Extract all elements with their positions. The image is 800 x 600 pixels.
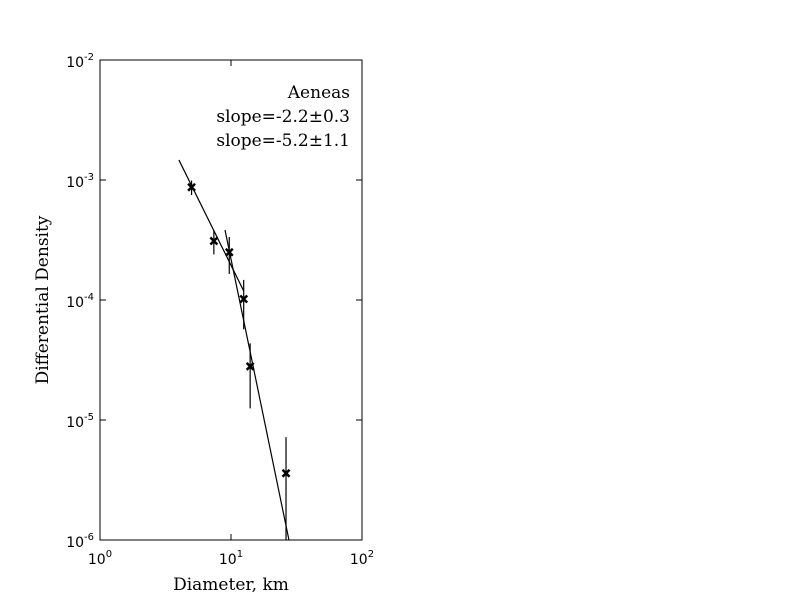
- tick-label: 10-6: [66, 532, 94, 551]
- tick-label: 10-2: [66, 52, 94, 71]
- annotation: slope=-5.2±1.1: [216, 131, 350, 151]
- axes-frame: [99, 59, 363, 541]
- tick-label: 102: [350, 549, 374, 568]
- data-layer: [178, 159, 291, 540]
- annotation: slope=-2.2±0.3: [216, 107, 350, 127]
- tick-label: 10-3: [66, 172, 94, 191]
- marker: [281, 468, 291, 478]
- tick-label: 10-5: [66, 412, 94, 431]
- marker: [245, 361, 255, 371]
- marker: [209, 236, 219, 246]
- fit-line: [224, 229, 290, 540]
- y-axis-label: Differential Density: [33, 215, 53, 384]
- tick-label: 10-4: [66, 292, 94, 311]
- marker: [239, 294, 249, 304]
- tick-label: 101: [219, 549, 243, 568]
- x-axis-label: Diameter, km: [173, 575, 289, 595]
- tick-label: 100: [88, 549, 112, 568]
- annotation: Aeneas: [287, 83, 350, 103]
- marker: [187, 182, 196, 192]
- marker: [224, 247, 234, 257]
